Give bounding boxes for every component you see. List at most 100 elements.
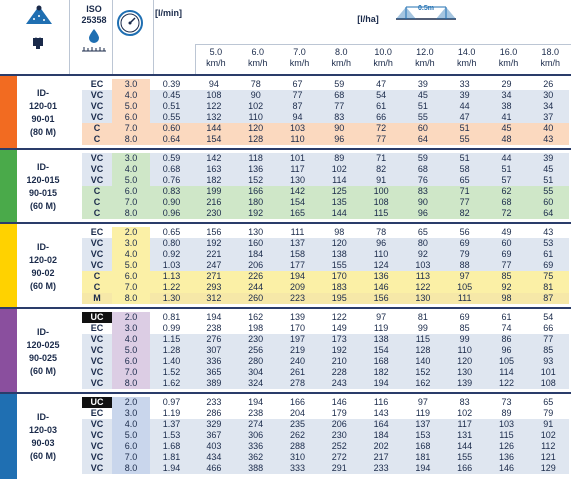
rate-cell: 97 (401, 397, 444, 408)
pressure-cell: 8.0 (112, 463, 150, 474)
rate-cell: 94 (276, 112, 319, 123)
droplet-class: C (82, 282, 112, 293)
rate-cell: 26 (527, 79, 570, 90)
rate-cell: 103 (485, 419, 528, 430)
rate-cell: 177 (276, 260, 319, 271)
rate-cell: 180 (234, 197, 277, 208)
pressure-cell: 6.0 (112, 186, 150, 197)
droplet-class: VC (82, 101, 112, 112)
rate-cell: 146 (318, 397, 361, 408)
rate-cell: 154 (360, 345, 402, 356)
rate-cell: 194 (401, 463, 444, 474)
rate-cell: 226 (234, 271, 277, 282)
speed-value: 14.0 (457, 47, 476, 57)
rate-cell: 78 (360, 227, 402, 238)
rate-cell: 276 (193, 334, 235, 345)
nozzle-name-line: ID- (37, 88, 49, 98)
rate-cell: 304 (234, 367, 277, 378)
flow-cell: 0.45 (150, 90, 193, 101)
flow-cell: 0.99 (150, 323, 193, 334)
rate-cell: 152 (234, 175, 277, 186)
rate-cell: 102 (527, 430, 570, 441)
table-row: M 8.0 1.30 312 260 223 195 156 130 111 98 87 (82, 293, 570, 304)
rate-cell: 53 (527, 238, 570, 249)
pressure-cell: 3.0 (112, 323, 150, 334)
rate-cell: 83 (318, 112, 361, 123)
rate-cell: 230 (234, 334, 277, 345)
table-row: VC 7.0 1.81 434 362 310 272 217 181 155 136 121 (82, 452, 570, 463)
nozzle-group: ID- 120-025 90-025 (60 M) UC 2.0 0.81 194 162 139… (0, 307, 571, 394)
rate-cell: 137 (276, 238, 319, 249)
nozzle-name: ID- 120-02 90-02 (60 M) (17, 224, 69, 309)
rate-cell: 179 (318, 408, 361, 419)
rate-cell: 181 (401, 452, 444, 463)
table-row: VC 5.0 0.51 122 102 87 77 61 51 44 38 34 (82, 101, 570, 112)
flow-cell: 0.64 (150, 134, 193, 145)
rate-cell: 158 (276, 249, 319, 260)
rate-cell: 34 (527, 101, 570, 112)
nozzle-name-line: 90-015 (28, 188, 58, 198)
nozzle-name-line: 120-01 (28, 101, 58, 111)
rate-cell: 111 (276, 227, 319, 238)
table-row: VC 5.0 1.53 367 306 262 230 184 153 131 115 102 (82, 430, 570, 441)
rate-cell: 146 (485, 463, 528, 474)
flow-cell: 0.92 (150, 249, 193, 260)
rate-cell: 136 (485, 452, 528, 463)
rate-cell: 40 (527, 123, 570, 134)
rate-cell: 260 (234, 293, 277, 304)
rate-cell: 166 (443, 463, 486, 474)
rate-cell: 155 (443, 452, 486, 463)
flow-cell: 0.90 (150, 197, 193, 208)
flow-cell: 1.13 (150, 271, 193, 282)
rate-cell: 51 (401, 101, 444, 112)
rate-cell: 64 (401, 134, 444, 145)
rate-cell: 48 (485, 134, 528, 145)
rate-cell: 97 (443, 271, 486, 282)
rate-cell: 65 (401, 227, 444, 238)
rate-cell: 79 (443, 249, 486, 260)
rate-cell: 336 (234, 441, 277, 452)
rate-cell: 91 (527, 419, 570, 430)
pressure-cell: 5.0 (112, 430, 150, 441)
rate-cell: 154 (276, 197, 319, 208)
rate-cell: 78 (234, 79, 277, 90)
rate-cell: 115 (401, 334, 444, 345)
rate-cell: 170 (318, 271, 361, 282)
rate-cell: 83 (443, 397, 486, 408)
rate-cell: 182 (193, 175, 235, 186)
rate-cell: 139 (443, 378, 486, 389)
rate-cell: 162 (234, 312, 277, 323)
rate-cell: 115 (485, 430, 528, 441)
table-row: VC 5.0 1.03 247 206 177 155 124 103 88 77 69 (82, 260, 570, 271)
table-row: VC 8.0 1.62 389 324 278 243 194 162 139 122 108 (82, 378, 570, 389)
pressure-cell: 7.0 (112, 123, 150, 134)
speed-value: 8.0 (335, 47, 348, 57)
droplet-class: UC (82, 312, 112, 323)
rate-cell: 126 (485, 441, 528, 452)
rate-cell: 206 (234, 260, 277, 271)
droplet-class: VC (82, 249, 112, 260)
rate-cell: 293 (193, 282, 235, 293)
rate-cell: 154 (193, 134, 235, 145)
rate-cell: 120 (443, 356, 486, 367)
rate-cell: 76 (401, 175, 444, 186)
rate-cell: 69 (443, 238, 486, 249)
table-row: VC 5.0 1.28 307 256 219 192 154 128 110 96 85 (82, 345, 570, 356)
rate-cell: 55 (443, 134, 486, 145)
rate-cell: 72 (360, 123, 402, 134)
rate-cell: 130 (443, 367, 486, 378)
droplet-icon (89, 29, 99, 43)
rate-cell: 219 (276, 345, 319, 356)
rate-cell: 155 (318, 260, 361, 271)
rate-cell: 81 (401, 312, 444, 323)
rate-cell: 60 (401, 123, 444, 134)
rate-cell: 118 (234, 153, 277, 164)
rate-cell: 184 (360, 430, 402, 441)
rate-cell: 82 (443, 208, 486, 219)
flow-cell: 0.55 (150, 112, 193, 123)
rate-cell: 83 (401, 186, 444, 197)
pressure-cell: 8.0 (112, 208, 150, 219)
flow-cell: 0.83 (150, 186, 193, 197)
rate-cell: 77 (318, 101, 361, 112)
droplet-class: VC (82, 452, 112, 463)
